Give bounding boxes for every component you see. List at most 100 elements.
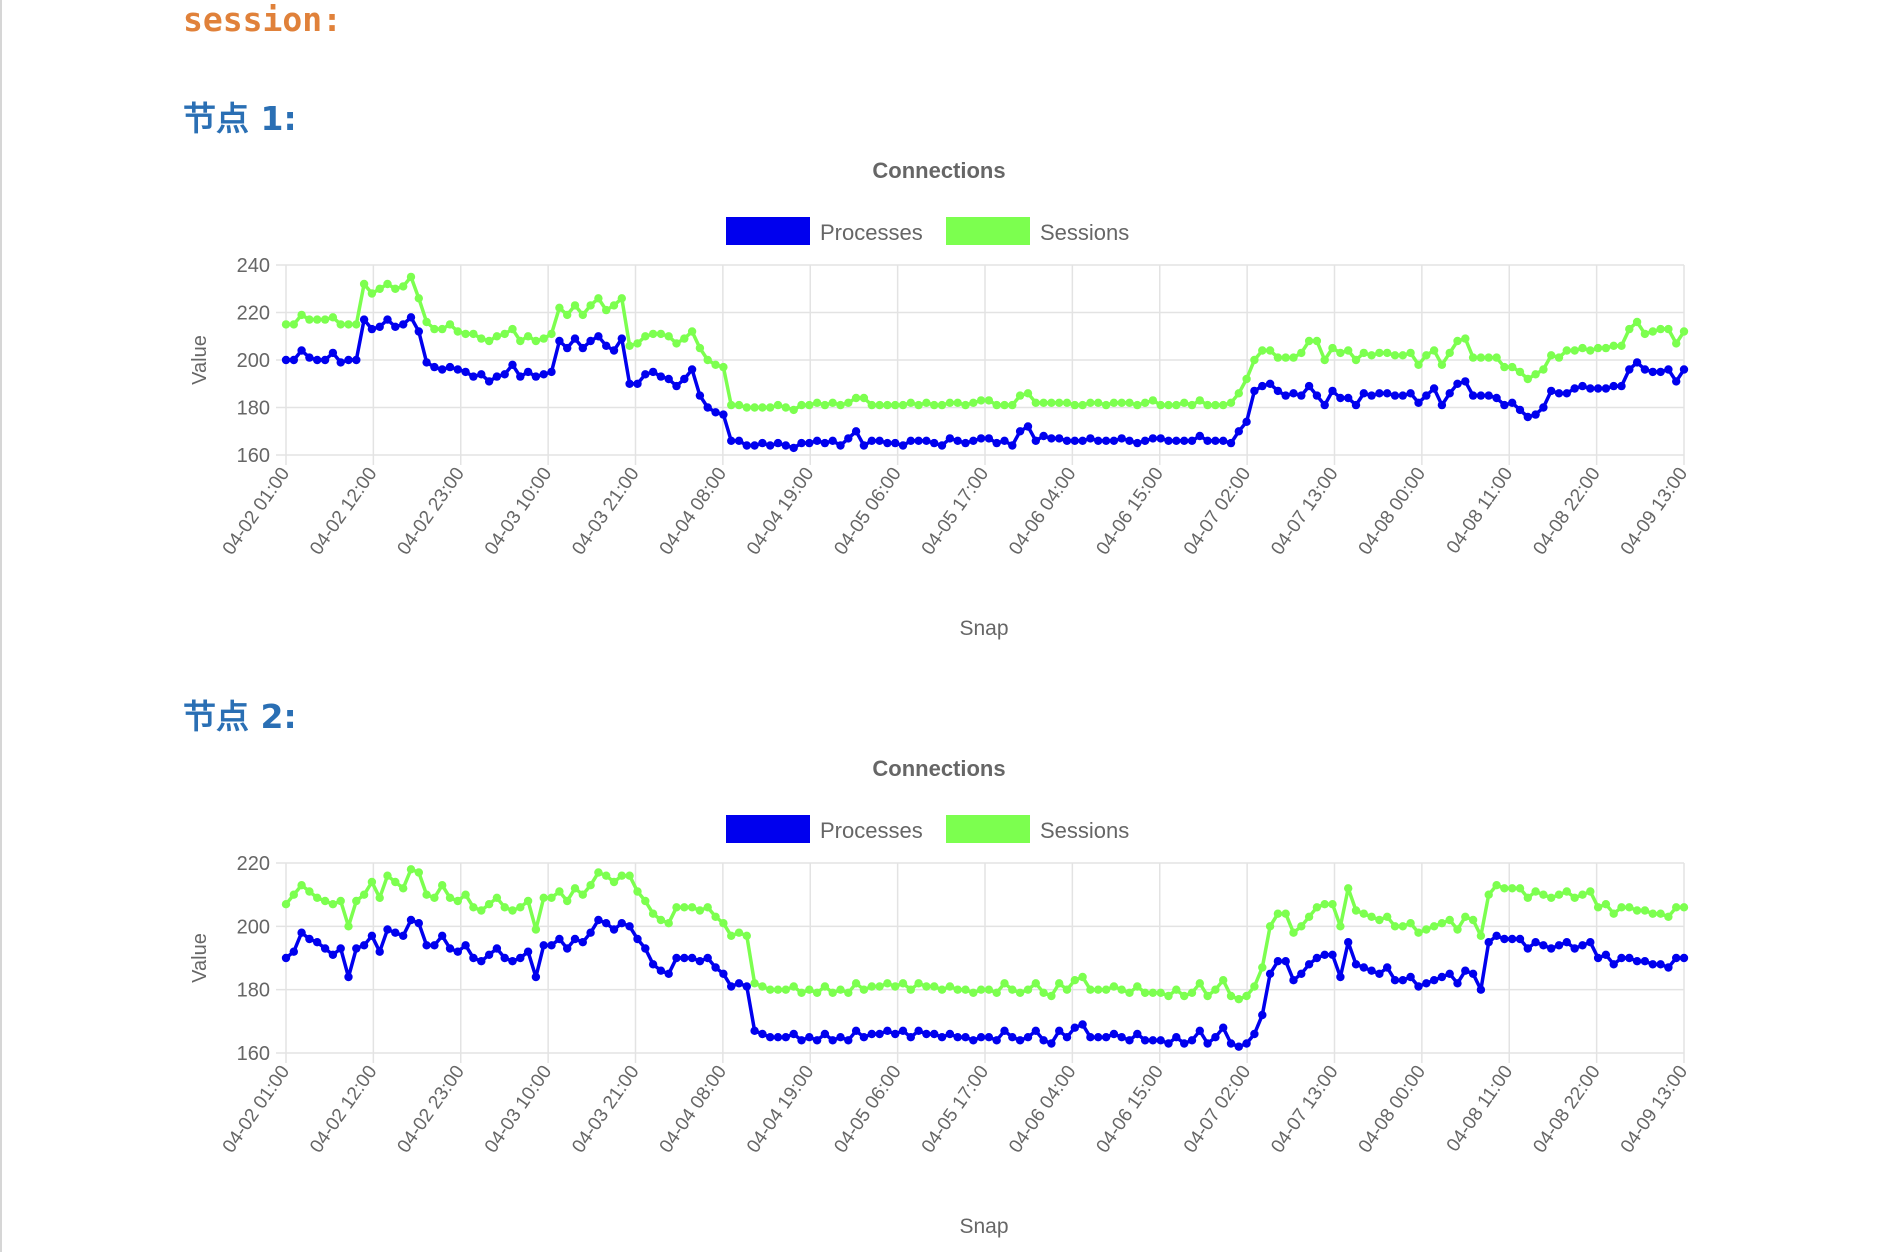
data-point-sessions — [976, 985, 986, 994]
data-point-processes — [1601, 950, 1611, 959]
data-point-processes — [836, 441, 845, 450]
data-point-sessions — [336, 896, 345, 906]
data-point-processes — [1664, 365, 1673, 374]
x-axis-title: Snap — [959, 617, 1008, 640]
data-point-processes — [625, 379, 634, 388]
data-point-sessions — [898, 400, 908, 410]
data-point-processes — [359, 941, 369, 950]
data-point-processes — [1086, 1033, 1095, 1042]
data-point-sessions — [1547, 893, 1556, 902]
data-point-sessions — [1617, 903, 1626, 912]
data-point-sessions — [828, 988, 837, 997]
data-point-sessions — [719, 362, 728, 372]
legend-label-sessions: Sessions — [1040, 818, 1129, 843]
data-point-sessions — [1367, 351, 1376, 360]
data-point-sessions — [516, 336, 525, 346]
data-point-sessions — [992, 400, 1001, 410]
data-point-sessions — [1140, 988, 1150, 997]
data-point-processes — [1422, 391, 1431, 400]
data-point-sessions — [867, 400, 876, 410]
data-point-processes — [633, 379, 642, 388]
data-point-processes — [422, 941, 431, 950]
data-point-processes — [1055, 1026, 1064, 1035]
data-point-processes — [656, 966, 666, 975]
data-point-sessions — [1062, 398, 1072, 407]
data-point-processes — [820, 1029, 830, 1039]
data-point-processes — [469, 372, 478, 381]
data-point-processes — [492, 372, 502, 381]
data-point-processes — [930, 1029, 939, 1039]
y-tick-label: 200 — [237, 350, 270, 372]
section-label: session: — [183, 0, 342, 39]
data-point-sessions — [281, 320, 291, 329]
data-point-processes — [1570, 384, 1579, 393]
data-point-processes — [703, 403, 712, 412]
x-tick-label: 04-03 10:00 — [481, 464, 556, 559]
data-point-processes — [1531, 938, 1540, 947]
data-point-sessions — [1320, 900, 1329, 909]
data-point-sessions — [1328, 343, 1337, 353]
data-point-sessions — [1047, 398, 1056, 407]
connections-chart-1: Connections Processes Sessions 160 180 200 220… — [189, 158, 1692, 640]
data-point-processes — [1234, 427, 1244, 436]
data-point-sessions — [1258, 346, 1267, 355]
data-point-sessions — [953, 985, 962, 994]
data-point-sessions — [609, 301, 619, 310]
data-point-processes — [1258, 381, 1267, 391]
data-point-processes — [1133, 438, 1142, 448]
data-point-processes — [1078, 436, 1087, 445]
data-point-processes — [492, 944, 502, 953]
data-point-processes — [555, 336, 564, 346]
data-point-processes — [766, 1033, 775, 1042]
data-point-processes — [367, 324, 377, 334]
data-point-processes — [430, 941, 439, 950]
data-point-sessions — [1023, 389, 1033, 398]
x-tick-label: 04-06 04:00 — [1005, 1062, 1080, 1157]
data-point-processes — [1617, 953, 1626, 963]
data-point-processes — [539, 370, 548, 379]
data-point-processes — [1156, 1036, 1165, 1045]
data-point-processes — [680, 374, 689, 384]
data-point-processes — [867, 436, 876, 445]
data-point-processes — [1187, 436, 1197, 445]
data-point-processes — [1632, 358, 1642, 367]
data-point-processes — [445, 944, 455, 953]
data-point-processes — [336, 944, 345, 953]
node-1-heading: 节点 1: — [183, 99, 297, 138]
legend-item-sessions: Sessions — [946, 815, 1129, 843]
data-point-sessions — [297, 310, 306, 320]
data-point-processes — [1625, 953, 1634, 963]
data-point-processes — [1632, 957, 1642, 966]
data-point-sessions — [1039, 988, 1048, 997]
data-point-processes — [867, 1029, 876, 1039]
data-point-sessions — [1219, 400, 1228, 410]
legend-swatch-sessions — [946, 815, 1030, 843]
data-point-sessions — [484, 336, 494, 346]
data-point-processes — [922, 436, 931, 445]
data-point-processes — [742, 982, 751, 991]
data-point-processes — [399, 320, 408, 329]
data-point-sessions — [1273, 909, 1283, 918]
data-point-sessions — [1640, 906, 1650, 915]
data-point-sessions — [758, 403, 767, 412]
data-point-sessions — [750, 979, 759, 988]
data-point-processes — [750, 441, 759, 450]
data-point-processes — [883, 438, 892, 448]
data-point-processes — [1148, 434, 1158, 443]
x-tick-label: 04-08 11:00 — [1443, 464, 1518, 558]
series-sessions — [281, 272, 1689, 415]
data-point-sessions — [523, 332, 533, 341]
data-point-sessions — [1375, 915, 1384, 925]
data-point-sessions — [945, 982, 955, 991]
data-point-sessions — [937, 400, 947, 410]
data-point-processes — [1117, 434, 1126, 443]
data-point-processes — [1484, 938, 1493, 947]
data-point-sessions — [578, 890, 587, 899]
legend-label-processes: Processes — [820, 220, 923, 245]
data-point-sessions — [734, 400, 744, 410]
data-point-sessions — [1273, 353, 1283, 362]
data-point-sessions — [1250, 982, 1259, 991]
data-point-sessions — [1336, 922, 1345, 931]
data-point-processes — [1461, 377, 1470, 386]
data-point-sessions — [1000, 979, 1009, 988]
